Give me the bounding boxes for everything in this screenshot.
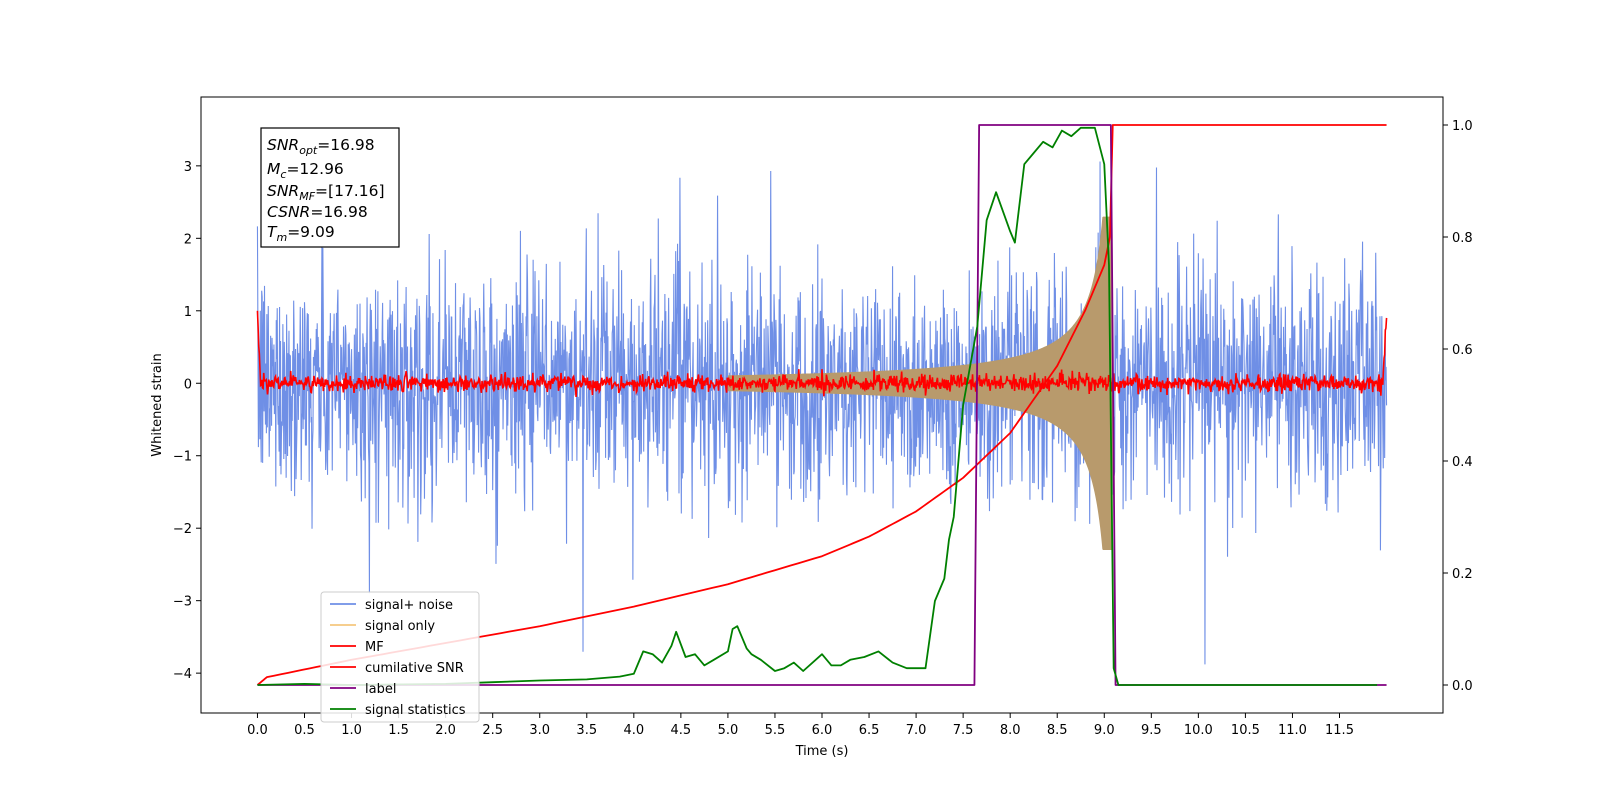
- y2-tick-label: 0.4: [1452, 455, 1473, 470]
- stat-mc: Mc=12.96: [267, 160, 344, 181]
- legend-frame: [320, 591, 480, 723]
- stat-mc-sub: c: [280, 168, 286, 181]
- y2-tick-label: 0.6: [1452, 343, 1473, 358]
- series-mf: [256, 310, 1388, 397]
- y-tick-label: 0: [184, 377, 192, 392]
- stat-snr-opt-name: SNR: [267, 136, 299, 154]
- x-tick-label: 2.5: [482, 723, 503, 738]
- series-signal-statistics: [257, 126, 1378, 686]
- x-tick-label: 7.5: [953, 723, 974, 738]
- x-tick-label: 3.0: [529, 723, 550, 738]
- stat-snr-mf-name: SNR: [267, 182, 299, 200]
- x-tick-label: 5.0: [718, 723, 739, 738]
- x-tick-label: 4.0: [623, 723, 644, 738]
- x-tick-label: 6.5: [859, 723, 880, 738]
- x-tick-label: 0.5: [294, 723, 315, 738]
- stat-mc-value: =12.96: [286, 160, 343, 178]
- y2-tick-label: 0.2: [1452, 567, 1473, 582]
- legend-label-cumulative-snr: cumilative SNR: [365, 661, 464, 676]
- x-tick-label: 1.5: [388, 723, 409, 738]
- legend-label-signal-noise: signal+ noise: [365, 598, 453, 613]
- y-tick-label: −4: [173, 667, 192, 682]
- legend-label-label: label: [365, 682, 396, 697]
- x-tick-label: 10.0: [1184, 723, 1213, 738]
- x-tick-label: 9.5: [1141, 723, 1162, 738]
- y2-tick-label: 0.0: [1452, 679, 1473, 694]
- stat-snr-mf: SNRMF=[17.16]: [267, 182, 385, 203]
- y2-axis-ticks: 1.0 0.8 0.6 0.4 0.2 0.0: [1443, 119, 1473, 694]
- stat-tm-name: T: [267, 223, 278, 241]
- x-tick-label: 5.5: [765, 723, 786, 738]
- stats-box-frame: [260, 127, 400, 248]
- stat-tm-sub: m: [276, 231, 287, 244]
- stat-snr-opt-value: =16.98: [317, 136, 374, 154]
- stat-csnr: CSNR=16.98: [267, 203, 368, 221]
- x-tick-label: 11.5: [1325, 723, 1354, 738]
- legend-label-mf: MF: [365, 640, 384, 655]
- y2-tick-label: 1.0: [1452, 119, 1473, 134]
- y-tick-label: −1: [173, 450, 192, 465]
- x-tick-label: 4.5: [671, 723, 692, 738]
- stat-snr-mf-value: =[17.16]: [315, 182, 384, 200]
- y-axis-label: Whitened strain: [150, 353, 165, 456]
- x-axis-label: Time (s): [795, 744, 849, 759]
- legend-label-signal-statistics: signal statistics: [365, 703, 466, 718]
- x-tick-label: 6.0: [812, 723, 833, 738]
- x-tick-label: 1.0: [341, 723, 362, 738]
- x-tick-label: 2.0: [435, 723, 456, 738]
- y-tick-label: −2: [173, 522, 192, 537]
- stat-csnr-name: CSNR: [267, 203, 310, 221]
- series-signal-noise: [256, 161, 1388, 665]
- y-axis-ticks: 3 2 1 0 −1 −2 −3 −4: [173, 160, 201, 682]
- stat-snr-mf-sub: MF: [299, 190, 315, 203]
- y-tick-label: 2: [184, 232, 192, 247]
- x-axis-ticks: 0.0 0.5 1.0 1.5 2.0 2.5 3.0 3.5 4.0 4.5 5.0 5.5 6.0 6…: [247, 713, 1354, 738]
- x-tick-label: 9.0: [1094, 723, 1115, 738]
- x-tick-label: 8.0: [1000, 723, 1021, 738]
- y-tick-label: 3: [184, 160, 192, 175]
- y-tick-label: 1: [184, 305, 192, 320]
- x-tick-label: 3.5: [576, 723, 597, 738]
- stat-mc-name: M: [267, 160, 280, 178]
- stat-tm-value: =9.09: [287, 223, 335, 241]
- x-tick-label: 7.0: [906, 723, 927, 738]
- y-tick-label: −3: [173, 595, 192, 610]
- x-tick-label: 0.0: [247, 723, 268, 738]
- stat-csnr-value: =16.98: [310, 203, 367, 221]
- legend-label-signal-only: signal only: [365, 619, 435, 634]
- legend: signal+ noise signal only MF cumilative …: [320, 591, 480, 723]
- y2-tick-label: 0.8: [1452, 231, 1473, 246]
- stat-tm: Tm=9.09: [267, 223, 335, 244]
- stats-box: SNRopt=16.98 Mc=12.96 SNRMF=[17.16] CSNR…: [260, 127, 400, 248]
- stat-snr-opt: SNRopt=16.98: [267, 136, 375, 157]
- x-tick-label: 8.5: [1047, 723, 1068, 738]
- x-tick-label: 11.0: [1278, 723, 1307, 738]
- x-tick-label: 10.5: [1231, 723, 1260, 738]
- stat-snr-opt-sub: opt: [299, 144, 318, 157]
